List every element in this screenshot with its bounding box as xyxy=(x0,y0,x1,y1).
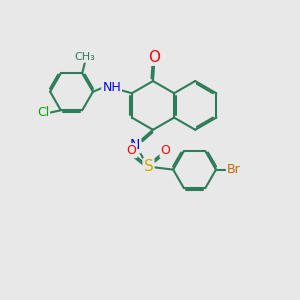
Text: O: O xyxy=(148,50,160,65)
Text: S: S xyxy=(144,159,153,174)
Text: CH₃: CH₃ xyxy=(75,52,96,62)
Text: Br: Br xyxy=(227,163,241,176)
Text: NH: NH xyxy=(102,81,121,94)
Text: N: N xyxy=(130,138,140,152)
Text: O: O xyxy=(127,144,136,157)
Text: Cl: Cl xyxy=(37,106,49,119)
Text: O: O xyxy=(160,144,170,157)
